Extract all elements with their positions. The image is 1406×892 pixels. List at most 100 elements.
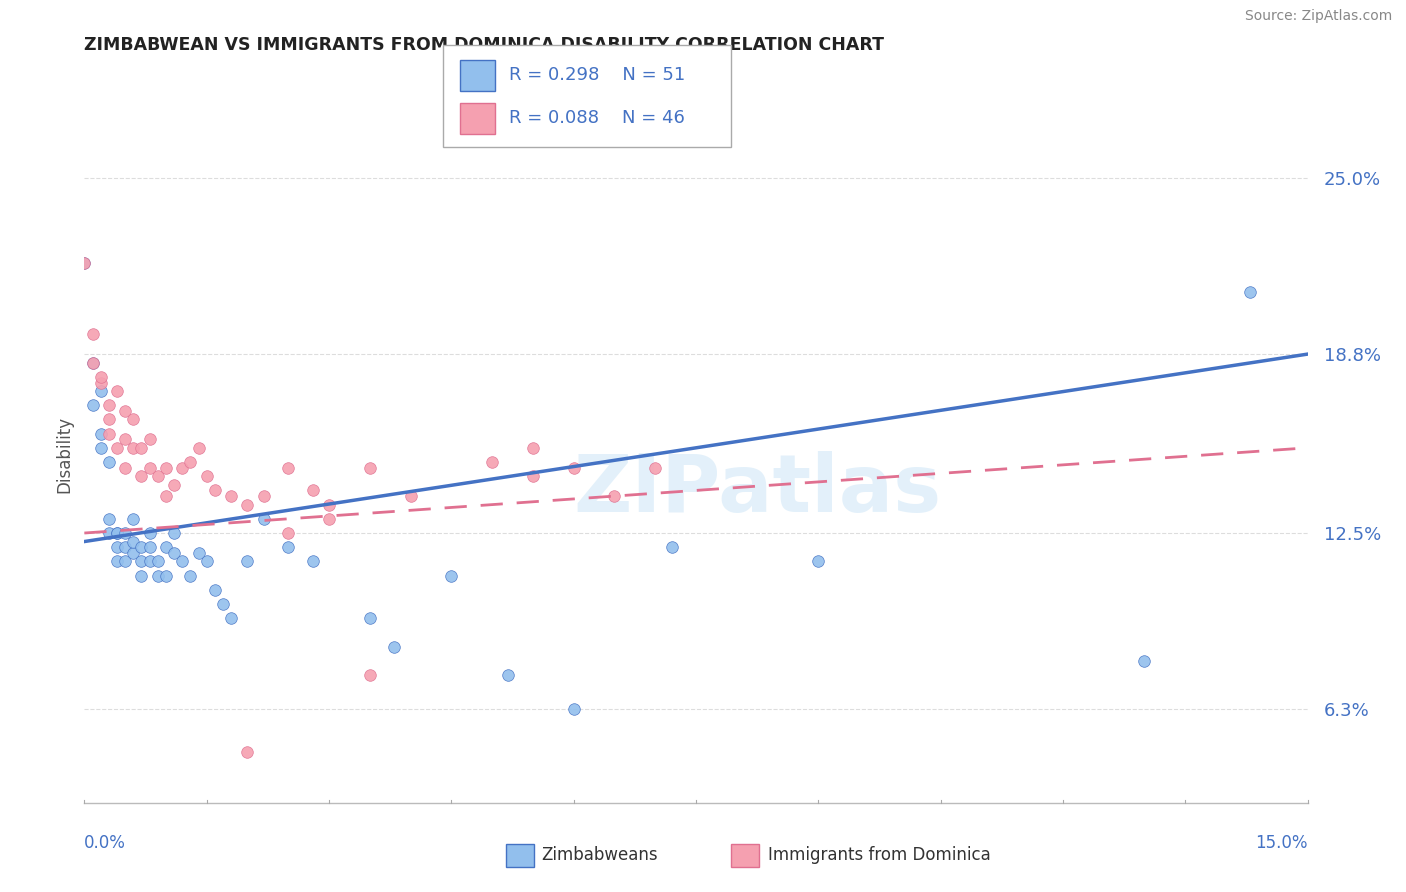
- Point: [90, 426, 112, 441]
- Point: [179, 568, 201, 582]
- Point: [122, 412, 145, 426]
- Point: [138, 460, 160, 475]
- Point: [146, 568, 169, 582]
- Text: 0.0%: 0.0%: [84, 834, 127, 852]
- Point: [105, 526, 128, 541]
- Text: 15.0%: 15.0%: [1256, 834, 1308, 852]
- Point: [219, 611, 242, 625]
- Point: [155, 568, 177, 582]
- Point: [114, 432, 136, 446]
- Point: [301, 554, 323, 568]
- Point: [90, 384, 112, 398]
- Text: R = 0.298    N = 51: R = 0.298 N = 51: [509, 66, 685, 85]
- Point: [195, 469, 218, 483]
- Point: [105, 384, 128, 398]
- Point: [481, 455, 503, 469]
- Point: [97, 398, 120, 412]
- Point: [163, 477, 186, 491]
- Point: [73, 256, 96, 270]
- Point: [399, 489, 422, 503]
- Text: Zimbabweans: Zimbabweans: [541, 847, 658, 864]
- Point: [236, 498, 259, 512]
- Y-axis label: Disability: Disability: [55, 417, 73, 493]
- Point: [82, 398, 104, 412]
- Point: [138, 540, 160, 554]
- Point: [236, 554, 259, 568]
- Point: [90, 441, 112, 455]
- Point: [318, 512, 340, 526]
- Point: [661, 540, 683, 554]
- Point: [138, 554, 160, 568]
- Point: [562, 702, 585, 716]
- Point: [97, 455, 120, 469]
- Point: [131, 441, 153, 455]
- Text: ZIMBABWEAN VS IMMIGRANTS FROM DOMINICA DISABILITY CORRELATION CHART: ZIMBABWEAN VS IMMIGRANTS FROM DOMINICA D…: [84, 36, 884, 54]
- Point: [131, 469, 153, 483]
- Point: [498, 668, 520, 682]
- Point: [359, 460, 381, 475]
- Point: [155, 540, 177, 554]
- Point: [219, 489, 242, 503]
- Point: [97, 412, 120, 426]
- Point: [105, 554, 128, 568]
- Point: [187, 441, 209, 455]
- Point: [522, 441, 544, 455]
- Point: [105, 441, 128, 455]
- Text: ZIPatlas: ZIPatlas: [574, 450, 941, 529]
- Point: [359, 611, 381, 625]
- Point: [155, 489, 177, 503]
- Point: [204, 483, 226, 498]
- Point: [90, 376, 112, 390]
- Point: [131, 540, 153, 554]
- Point: [522, 469, 544, 483]
- Point: [82, 356, 104, 370]
- Point: [179, 455, 201, 469]
- Point: [603, 489, 626, 503]
- Point: [204, 582, 226, 597]
- Point: [97, 426, 120, 441]
- Point: [807, 554, 830, 568]
- Point: [1239, 285, 1261, 299]
- Point: [253, 489, 276, 503]
- Text: Source: ZipAtlas.com: Source: ZipAtlas.com: [1244, 9, 1392, 23]
- Point: [82, 327, 104, 342]
- Point: [382, 640, 405, 654]
- Point: [562, 460, 585, 475]
- Point: [172, 554, 194, 568]
- Point: [155, 460, 177, 475]
- Point: [644, 460, 666, 475]
- Point: [131, 568, 153, 582]
- Point: [82, 356, 104, 370]
- Point: [277, 526, 299, 541]
- Point: [1133, 654, 1156, 668]
- Point: [253, 512, 276, 526]
- Point: [318, 498, 340, 512]
- Point: [187, 546, 209, 560]
- Point: [105, 540, 128, 554]
- Point: [236, 745, 259, 759]
- Point: [146, 469, 169, 483]
- Point: [114, 460, 136, 475]
- Point: [440, 568, 463, 582]
- Point: [172, 460, 194, 475]
- Point: [163, 526, 186, 541]
- Point: [114, 404, 136, 418]
- Point: [122, 512, 145, 526]
- Point: [122, 441, 145, 455]
- Point: [131, 554, 153, 568]
- Point: [105, 526, 128, 541]
- Point: [138, 432, 160, 446]
- Point: [138, 526, 160, 541]
- Point: [359, 668, 381, 682]
- Point: [97, 526, 120, 541]
- Point: [114, 554, 136, 568]
- Point: [301, 483, 323, 498]
- Point: [195, 554, 218, 568]
- Point: [163, 546, 186, 560]
- Point: [114, 526, 136, 541]
- Point: [122, 534, 145, 549]
- Point: [90, 369, 112, 384]
- Point: [277, 460, 299, 475]
- Text: Immigrants from Dominica: Immigrants from Dominica: [768, 847, 990, 864]
- Point: [114, 540, 136, 554]
